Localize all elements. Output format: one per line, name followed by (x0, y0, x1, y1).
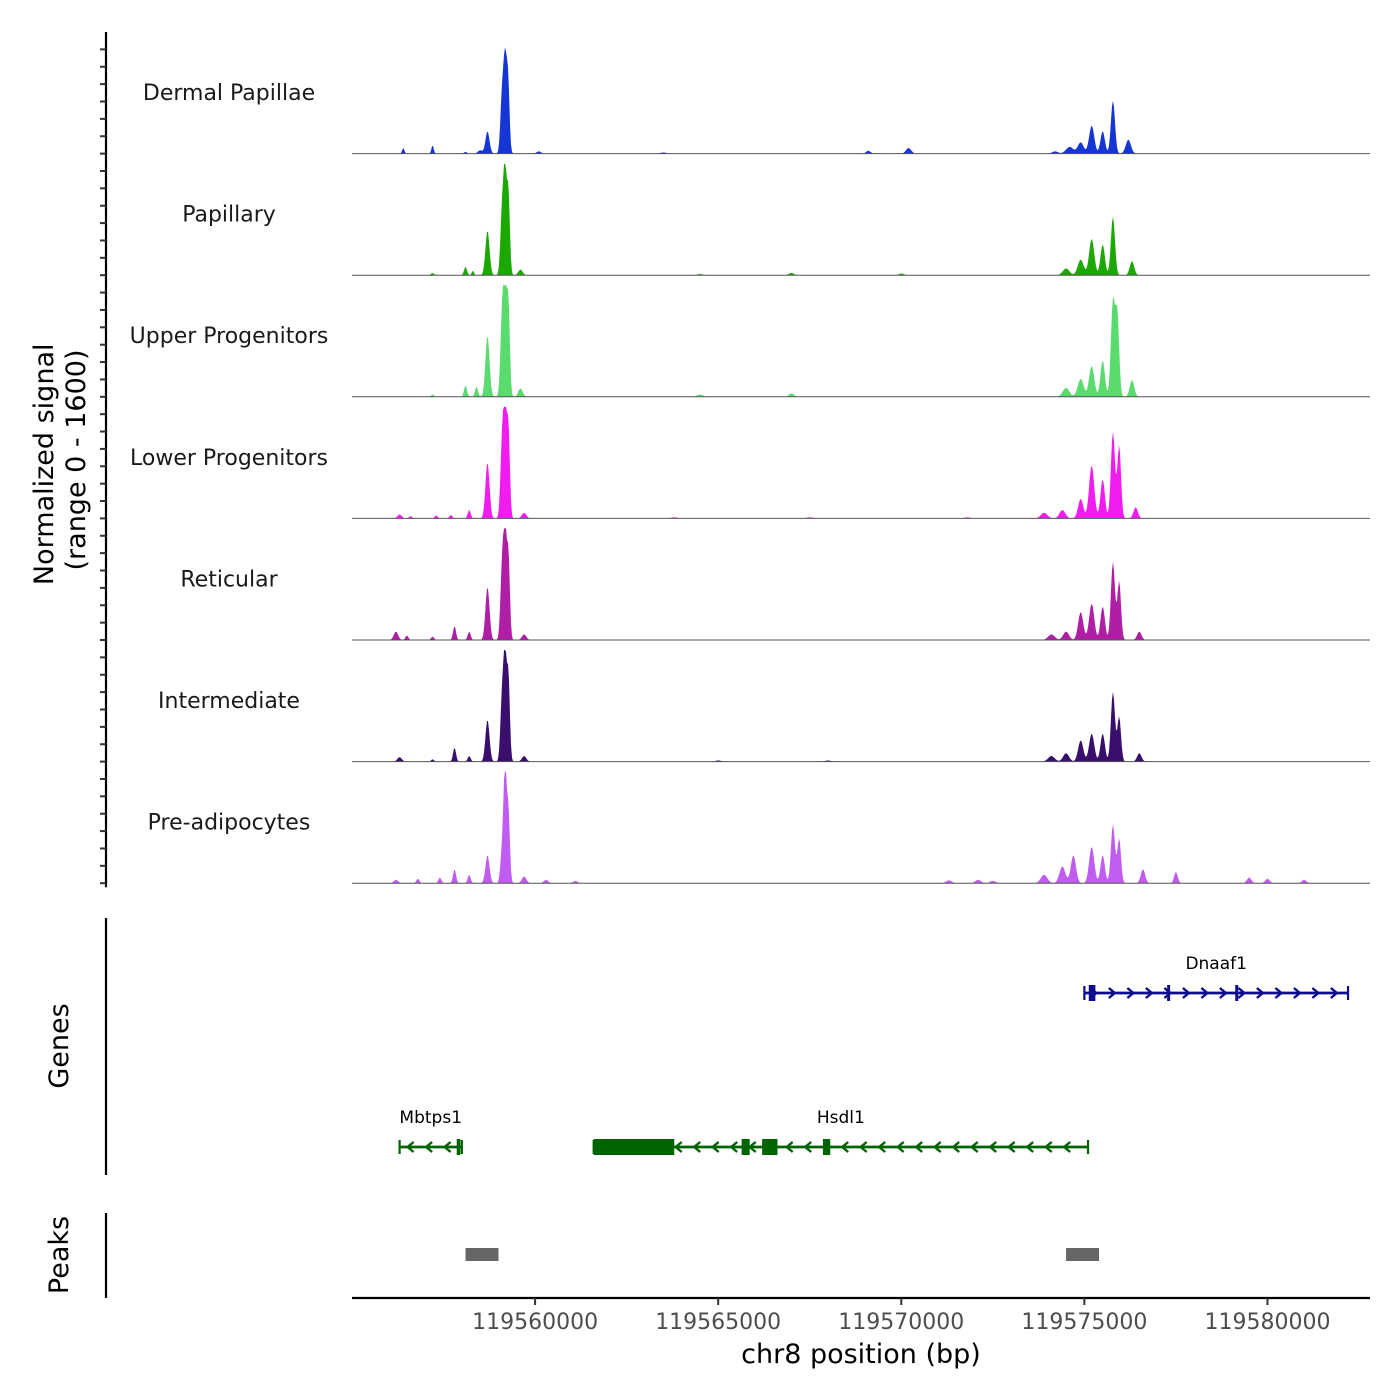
coverage-area (352, 163, 1370, 276)
strand-arrow (877, 1141, 886, 1153)
x-axis-label: chr8 position (bp) (741, 1339, 981, 1370)
strand-arrow (673, 1141, 683, 1153)
strand-arrow (1256, 987, 1265, 999)
exon (1088, 985, 1096, 1001)
gene-model: Dnaaf1 (1083, 954, 1350, 1001)
strand-arrow (692, 1141, 701, 1153)
strand-arrow (1126, 987, 1136, 999)
strand-arrow (988, 1141, 997, 1153)
strand-arrow (1025, 1141, 1034, 1153)
strand-arrow (424, 1141, 433, 1153)
strand-arrow (914, 1141, 923, 1153)
coverage-track: Pre-adipocytes (148, 771, 1370, 884)
strand-arrow (1219, 987, 1228, 999)
coverage-area (352, 406, 1370, 519)
x-tick-label: 119575000 (1021, 1310, 1147, 1335)
strand-arrow (1274, 987, 1284, 999)
coverage-track: Dermal Papillae (143, 47, 1370, 155)
strand-arrow (1108, 987, 1117, 999)
y-axis-label: Normalized signal (range 0 - 1600) (29, 335, 92, 585)
strand-arrow (405, 1141, 415, 1153)
strand-arrow (710, 1141, 720, 1153)
coverage-track: Lower Progenitors (130, 406, 1370, 519)
strand-arrow (1163, 987, 1173, 999)
y-axis-label-line2: (range 0 - 1600) (61, 350, 92, 571)
gene-name-label: Hsdl1 (817, 1108, 865, 1128)
coverage-track: Upper Progenitors (130, 285, 1370, 398)
strand-arrow (784, 1141, 794, 1153)
strand-arrow (1330, 987, 1339, 999)
exon (762, 1139, 778, 1155)
track-label: Dermal Papillae (143, 81, 315, 106)
strand-arrow (840, 1141, 849, 1153)
strand-arrow (1293, 987, 1302, 999)
strand-arrow (858, 1141, 868, 1153)
strand-arrow (932, 1141, 942, 1153)
strand-arrow (1062, 1141, 1071, 1153)
coverage-track: Intermediate (158, 650, 1370, 763)
track-label: Upper Progenitors (130, 324, 329, 349)
coverage-y-axis (100, 32, 108, 888)
gene-model: Hsdl1 (592, 1108, 1090, 1155)
genes-panel-label: Genes (44, 1003, 75, 1088)
strand-arrow (895, 1141, 905, 1153)
peak-region (1066, 1248, 1100, 1261)
gene-annotations: Dnaaf1 Mbtps1 Hsdl1 (398, 954, 1350, 1155)
exon (1235, 985, 1239, 1001)
coverage-area (352, 650, 1370, 762)
strand-arrow (1006, 1141, 1016, 1153)
strand-arrow (747, 1141, 757, 1153)
track-label: Intermediate (158, 689, 300, 714)
strand-arrow (442, 1141, 452, 1153)
x-tick-label: 119560000 (472, 1310, 598, 1335)
strand-arrow (1043, 1141, 1053, 1153)
exon (456, 1139, 461, 1155)
gene-name-label: Dnaaf1 (1185, 954, 1247, 974)
strand-arrow (803, 1141, 812, 1153)
strand-arrow (1182, 987, 1191, 999)
strand-arrow (951, 1141, 960, 1153)
track-label: Reticular (180, 567, 278, 592)
gene-name-label: Mbtps1 (399, 1108, 462, 1128)
strand-arrow (729, 1141, 738, 1153)
strand-arrow (1311, 987, 1321, 999)
coverage-track: Reticular (180, 528, 1370, 641)
coverage-area (352, 771, 1370, 884)
x-tick-label: 119580000 (1204, 1310, 1330, 1335)
coverage-area (352, 528, 1370, 640)
strand-arrow (1200, 987, 1210, 999)
x-tick-label: 119570000 (838, 1310, 964, 1335)
strand-arrow (1145, 987, 1154, 999)
coverage-tracks: Dermal Papillae Papillary Upper Progenitor… (130, 47, 1370, 884)
x-axis-ticks: 119560000 119565000 119570000 119575000 1195… (472, 1298, 1330, 1335)
track-label: Papillary (182, 203, 276, 228)
peaks-panel-label: Peaks (44, 1216, 75, 1294)
coverage-area (352, 47, 1370, 154)
track-label: Pre-adipocytes (148, 811, 311, 836)
x-tick-label: 119565000 (655, 1310, 781, 1335)
y-axis-label-line1: Normalized signal (29, 344, 60, 586)
exon (741, 1139, 750, 1155)
gene-model: Mbtps1 (398, 1108, 463, 1155)
exon (1167, 985, 1171, 1001)
strand-arrow (969, 1141, 979, 1153)
coverage-area (352, 285, 1370, 397)
exon (822, 1139, 831, 1155)
strand-arrow (1237, 987, 1247, 999)
peak-region (465, 1248, 499, 1261)
peak-regions (465, 1248, 1100, 1261)
track-label: Lower Progenitors (130, 446, 328, 471)
coverage-track: Papillary (182, 163, 1370, 276)
exon (593, 1139, 675, 1155)
